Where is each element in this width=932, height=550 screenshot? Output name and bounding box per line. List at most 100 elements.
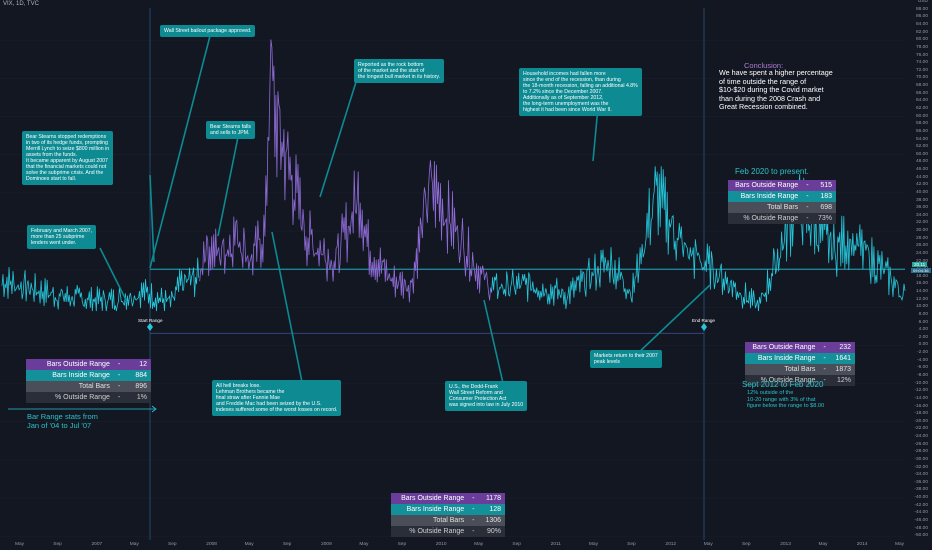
y-tick-label: 32.00 (915, 220, 928, 226)
leader-c9 (635, 284, 711, 356)
y-tick-label: 12.00 (915, 296, 928, 302)
x-tick-label: Sep (282, 542, 292, 547)
stats-row: Total Bars -1873 (745, 364, 855, 375)
leader-c7 (592, 106, 599, 162)
conclusion-body: We have spent a higher percentage of tim… (719, 68, 833, 111)
stats-row: Bars Inside Range -884 (26, 370, 151, 381)
y-tick-label: 18.00 (915, 273, 928, 279)
y-tick-label: 80.00 (915, 37, 928, 43)
callout-c5: Reported as the rock bottom of the marke… (354, 59, 445, 83)
y-tick-label: -50.00 (914, 533, 928, 539)
y-tick-label: 0.00 (918, 342, 928, 348)
y-tick-label: 52.00 (915, 144, 928, 150)
y-tick-label: -48.00 (914, 525, 928, 531)
y-tick-label: -18.00 (914, 411, 928, 417)
x-tick-label: 2014 (856, 542, 868, 547)
y-tick-label: 16.00 (915, 281, 928, 287)
y-tick-label: 68.00 (915, 83, 928, 89)
y-tick-label: 22.00 (916, 259, 928, 264)
y-tick-label: -14.00 (914, 395, 928, 401)
stats-row: Total Bars -896 (26, 381, 151, 392)
leader-c2 (149, 174, 155, 263)
y-tick-label: 62.00 (915, 105, 928, 111)
stats-row: Bars Outside Range -515 (728, 180, 836, 191)
stats-row: % Outside Range -73% (728, 213, 836, 224)
vix-series-after (491, 166, 906, 312)
stats-left-note: Bar Range stats from Jan of '04 to Jul '… (27, 412, 98, 430)
last-price-time: 09:04:36 (911, 268, 931, 273)
y-tick-label: -2.00 (917, 350, 928, 356)
y-tick-label: 48.00 (915, 159, 928, 165)
callout-c1: February and March 2007, more than 25 su… (27, 225, 97, 249)
stats-r2-title: Sept 2012 to Feb 2020 (742, 380, 824, 389)
x-tick-label: May (15, 542, 25, 547)
y-tick-label: 34.00 (915, 212, 928, 218)
y-tick-label: -26.00 (914, 441, 928, 447)
y-tick-label: 76.00 (915, 52, 928, 58)
stats-r2-note: 12% outside of the 10-20 range with 3% o… (747, 390, 825, 409)
leader-c8 (483, 299, 504, 384)
y-tick-label: -38.00 (914, 487, 928, 493)
leader-c4 (217, 136, 239, 237)
y-tick-label: -24.00 (914, 434, 928, 439)
callout-leader-lines (99, 35, 711, 384)
y-tick-label: -46.00 (914, 517, 928, 523)
y-tick-label: 78.00 (915, 44, 928, 50)
callout-c8: U.S., the Dodd-Frank Wall Street Reform … (445, 381, 528, 411)
y-tick-label: 40.00 (915, 189, 928, 195)
y-tick-label: 2.00 (918, 334, 928, 340)
x-tick-label: 2009 (321, 542, 332, 547)
y-tick-label: 28.00 (915, 235, 928, 241)
y-tick-label: -12.00 (914, 388, 928, 394)
y-tick-label: 54.00 (915, 136, 928, 142)
leader-c6 (271, 231, 303, 383)
y-tick-label: 10.00 (915, 304, 928, 310)
stats-row: % Outside Range -1% (26, 392, 151, 403)
callout-c7: Household incomes had fallen more since … (519, 68, 642, 116)
stats-r1-table: Bars Outside Range -515 Bars Inside Range… (728, 180, 836, 224)
y-tick-label: -44.00 (914, 510, 928, 516)
x-tick-label: Sep (627, 542, 636, 547)
start-range-marker (147, 323, 153, 331)
conclusion-title: Conclusion: (744, 61, 784, 70)
y-tick-label: 84.00 (915, 22, 928, 28)
symbol-header: VIX, 1D, TVC (3, 1, 39, 7)
x-tick-label: May (588, 542, 598, 547)
leader-c3 (149, 35, 211, 269)
leader-c5 (319, 81, 357, 198)
stats-row: Bars Outside Range -232 (745, 342, 855, 353)
y-tick-label: -40.00 (914, 495, 928, 501)
x-tick-label: May (244, 542, 254, 547)
y-tick-label: 4.00 (918, 327, 928, 333)
start-range-label: Start Range (138, 318, 163, 323)
y-tick-label: 82.00 (915, 29, 928, 35)
y-tick-label: 30.00 (915, 228, 928, 234)
y-tick-label: 36.00 (915, 205, 928, 211)
y-tick-label: 24.00 (915, 250, 928, 256)
end-range-marker (701, 323, 707, 331)
y-tick-label: -4.00 (917, 357, 928, 363)
x-tick-label: 2008 (206, 542, 217, 547)
y-tick-label: 74.00 (915, 60, 928, 66)
stats-row: Bars Outside Range -1178 (391, 493, 505, 504)
left-arrow-icon (8, 405, 157, 413)
vix-series-during (199, 39, 492, 303)
callout-c2: Bear Stearns stopped redemptions in two … (22, 131, 114, 185)
x-tick-label: 2007 (91, 542, 103, 547)
y-tick-label: 88.00 (915, 6, 928, 12)
x-tick-label: 2012 (665, 542, 677, 547)
stats-row: Bars Outside Range -12 (26, 359, 151, 370)
y-tick-label: -34.00 (914, 472, 928, 478)
x-tick-label: May (703, 542, 713, 547)
stats-left-table: Bars Outside Range -12 Bars Inside Range -… (26, 359, 151, 403)
x-tick-label: 2013 (780, 542, 791, 547)
y-tick-label: -16.00 (914, 403, 928, 409)
y-tick-label: -20.00 (914, 418, 928, 424)
y-tick-label: -8.00 (917, 372, 928, 378)
y-tick-label: 60.00 (915, 113, 928, 119)
x-tick-label: Sep (741, 542, 751, 547)
y-tick-label: -42.00 (914, 502, 928, 508)
y-tick-label: 42.00 (915, 182, 928, 188)
x-tick-label: May (359, 542, 369, 547)
stats-row: % Outside Range -12% (745, 375, 855, 386)
